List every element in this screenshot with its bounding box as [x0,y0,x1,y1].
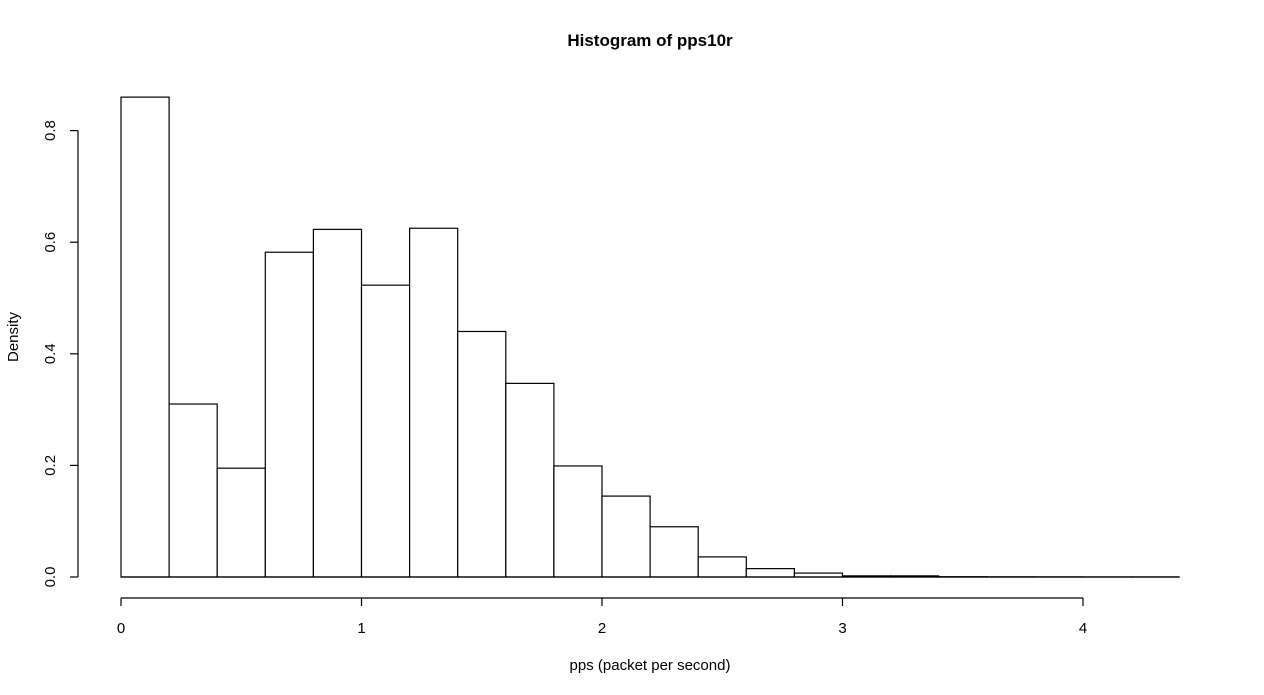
histogram-bar [216,467,266,578]
bars-group [120,96,1180,578]
histogram-bar [505,382,555,578]
x-axis: 0 1 2 3 4 [117,597,1087,637]
histogram-bar [601,495,651,578]
histogram-bar [745,568,795,578]
x-tick-label: 3 [838,620,846,637]
histogram-bar [120,96,170,578]
x-tick-label: 0 [117,620,125,637]
chart-title: Histogram of pps10r [567,31,733,50]
histogram-bar [697,556,747,578]
y-tick-label: 0.2 [42,455,59,476]
y-tick-label: 0.0 [42,567,59,588]
histogram-bar [168,403,218,578]
y-tick-label: 0.4 [42,343,59,364]
histogram-bar [553,465,603,578]
x-tick-label: 1 [357,620,365,637]
histogram-bar [649,526,699,578]
x-tick-label: 2 [598,620,606,637]
histogram-bar [409,227,459,578]
y-axis: 0.0 0.2 0.4 0.6 0.8 [42,120,79,588]
histogram-bar [457,330,507,578]
y-tick-label: 0.6 [42,232,59,253]
y-axis-label: Density [5,311,22,362]
histogram-bar [360,284,411,578]
y-tick-label: 0.8 [42,120,59,141]
histogram-bar [264,251,314,578]
x-axis-label: pps (packet per second) [570,657,731,674]
x-tick-label: 4 [1079,620,1087,637]
histogram-bar [312,228,363,578]
